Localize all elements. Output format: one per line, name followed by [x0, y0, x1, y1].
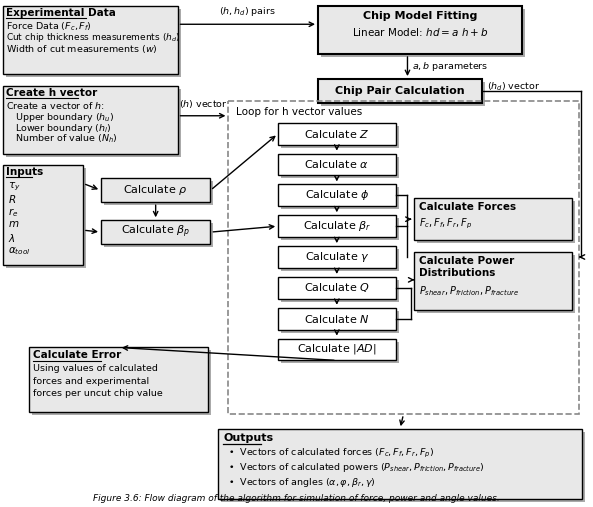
Text: $P_{shear}, P_{friction}, P_{fracture}$: $P_{shear}, P_{friction}, P_{fracture}$	[419, 284, 519, 298]
FancyBboxPatch shape	[221, 432, 585, 501]
FancyBboxPatch shape	[104, 223, 213, 247]
FancyBboxPatch shape	[281, 311, 398, 333]
Text: Lower boundary ($h_l$): Lower boundary ($h_l$)	[7, 122, 112, 135]
Text: $\tau_y$: $\tau_y$	[8, 180, 21, 193]
Text: •  Vectors of angles $(α, φ, \beta_r, γ)$: • Vectors of angles $(α, φ, \beta_r, γ)$	[228, 476, 376, 489]
FancyBboxPatch shape	[415, 252, 572, 310]
Text: Calculate $Q$: Calculate $Q$	[304, 281, 369, 294]
FancyBboxPatch shape	[278, 154, 396, 175]
FancyBboxPatch shape	[281, 188, 398, 209]
Text: Calculate Error: Calculate Error	[33, 350, 122, 360]
FancyBboxPatch shape	[278, 123, 396, 144]
Text: $F_c, F_f, F_r, F_p$: $F_c, F_f, F_r, F_p$	[419, 216, 473, 231]
FancyBboxPatch shape	[281, 126, 398, 148]
FancyBboxPatch shape	[218, 429, 582, 499]
FancyBboxPatch shape	[281, 249, 398, 271]
Text: Outputs: Outputs	[224, 433, 273, 443]
FancyBboxPatch shape	[7, 89, 180, 157]
Text: $\lambda$: $\lambda$	[8, 232, 16, 244]
Text: Chip Model Fitting: Chip Model Fitting	[363, 11, 477, 21]
FancyBboxPatch shape	[321, 9, 525, 57]
FancyBboxPatch shape	[415, 198, 572, 240]
FancyBboxPatch shape	[278, 308, 396, 330]
Text: Calculate $|AD|$: Calculate $|AD|$	[297, 342, 377, 356]
Text: $\alpha_{tool}$: $\alpha_{tool}$	[8, 245, 31, 257]
FancyBboxPatch shape	[278, 185, 396, 206]
FancyBboxPatch shape	[7, 9, 180, 77]
FancyBboxPatch shape	[278, 339, 396, 360]
Text: Calculate $Z$: Calculate $Z$	[304, 128, 369, 139]
Text: Calculate $\gamma$: Calculate $\gamma$	[305, 250, 369, 264]
Text: Inputs: Inputs	[7, 167, 44, 177]
Text: $r_e$: $r_e$	[8, 206, 19, 219]
Text: Chip Pair Calculation: Chip Pair Calculation	[335, 86, 465, 96]
Text: Linear Model: $hd = a\ h + b$: Linear Model: $hd = a\ h + b$	[352, 26, 488, 38]
FancyBboxPatch shape	[417, 255, 575, 313]
Text: •  Vectors of calculated powers $(P_{shear}, P_{friction}, P_{fracture})$: • Vectors of calculated powers $(P_{shea…	[228, 461, 485, 474]
Text: Distributions: Distributions	[419, 268, 496, 278]
Text: Cut chip thickness measurements ($h_d$): Cut chip thickness measurements ($h_d$)	[7, 31, 181, 44]
Text: $R$: $R$	[8, 193, 17, 205]
Text: Force Data ($F_c,F_f$): Force Data ($F_c,F_f$)	[7, 20, 93, 33]
FancyBboxPatch shape	[281, 280, 398, 302]
Text: Create h vector: Create h vector	[7, 88, 98, 98]
FancyBboxPatch shape	[101, 220, 211, 244]
FancyBboxPatch shape	[417, 201, 575, 243]
Text: Number of value ($N_h$): Number of value ($N_h$)	[7, 133, 118, 145]
Text: Using values of calculated
forces and experimental
forces per uncut chip value: Using values of calculated forces and ex…	[33, 365, 163, 399]
FancyBboxPatch shape	[4, 86, 177, 154]
Text: Loop for h vector values: Loop for h vector values	[236, 107, 362, 117]
FancyBboxPatch shape	[281, 342, 398, 364]
FancyBboxPatch shape	[318, 7, 522, 54]
FancyBboxPatch shape	[4, 7, 177, 74]
Text: Calculate $\rho$: Calculate $\rho$	[123, 184, 188, 197]
Text: $(h, h_d)$ pairs: $(h, h_d)$ pairs	[219, 5, 276, 18]
Text: Create a vector of $h$:: Create a vector of $h$:	[7, 100, 106, 111]
Text: Calculate $\beta_r$: Calculate $\beta_r$	[302, 219, 371, 233]
Text: Figure 3.6: Flow diagram of the algorithm for simulation of force, power and ang: Figure 3.6: Flow diagram of the algorith…	[93, 494, 499, 502]
FancyBboxPatch shape	[278, 246, 396, 268]
FancyBboxPatch shape	[281, 157, 398, 178]
FancyBboxPatch shape	[7, 168, 86, 268]
FancyBboxPatch shape	[104, 182, 213, 205]
FancyBboxPatch shape	[101, 178, 211, 202]
Text: Calculate $\phi$: Calculate $\phi$	[305, 188, 369, 202]
Text: Experimental Data: Experimental Data	[7, 8, 116, 18]
Text: Calculate Power: Calculate Power	[419, 256, 515, 266]
Text: $(h)$ vector: $(h)$ vector	[178, 98, 227, 110]
Text: Calculate $N$: Calculate $N$	[304, 313, 369, 324]
FancyBboxPatch shape	[278, 277, 396, 299]
Text: $m$: $m$	[8, 219, 20, 229]
FancyBboxPatch shape	[321, 82, 485, 106]
Text: Width of cut measurements ($w$): Width of cut measurements ($w$)	[7, 43, 158, 55]
FancyBboxPatch shape	[32, 350, 211, 415]
FancyBboxPatch shape	[4, 165, 83, 265]
Text: Calculate $\alpha$: Calculate $\alpha$	[304, 159, 369, 170]
FancyBboxPatch shape	[29, 347, 208, 412]
Text: $(h_d)$ vector: $(h_d)$ vector	[487, 81, 540, 93]
Text: Upper boundary ($h_u$): Upper boundary ($h_u$)	[7, 111, 114, 124]
FancyBboxPatch shape	[318, 79, 482, 103]
FancyBboxPatch shape	[281, 218, 398, 240]
FancyBboxPatch shape	[278, 215, 396, 237]
Text: $a, b$ parameters: $a, b$ parameters	[413, 60, 489, 73]
Text: Calculate Forces: Calculate Forces	[419, 202, 517, 212]
Text: •  Vectors of calculated forces $(F_c, F_f, F_r, F_p)$: • Vectors of calculated forces $(F_c, F_…	[228, 447, 434, 460]
Text: Calculate $\beta_p$: Calculate $\beta_p$	[121, 224, 190, 240]
